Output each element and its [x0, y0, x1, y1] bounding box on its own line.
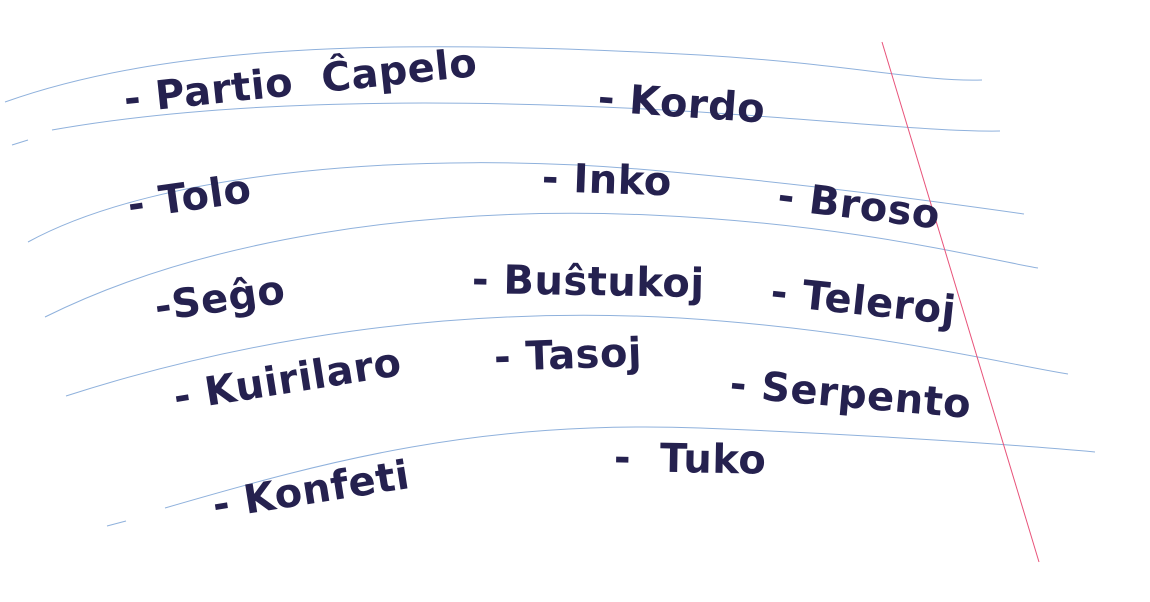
word-kordo: - Kordo [596, 75, 767, 133]
ruled-line [4, 46, 983, 103]
ruled-line [164, 426, 1096, 509]
ruled-line [65, 314, 1069, 397]
margin-line [881, 41, 1040, 563]
ruled-line [11, 139, 29, 146]
ruled-line [106, 520, 127, 527]
word-inko: - Inko [541, 155, 673, 206]
ruled-line [51, 102, 1001, 132]
word-bustukoj: - Buŝtukoj [471, 257, 705, 308]
ruled-line [27, 162, 1025, 243]
word-tasoj: - Tasoj [493, 329, 643, 381]
word-tuko: - Tuko [613, 435, 767, 484]
